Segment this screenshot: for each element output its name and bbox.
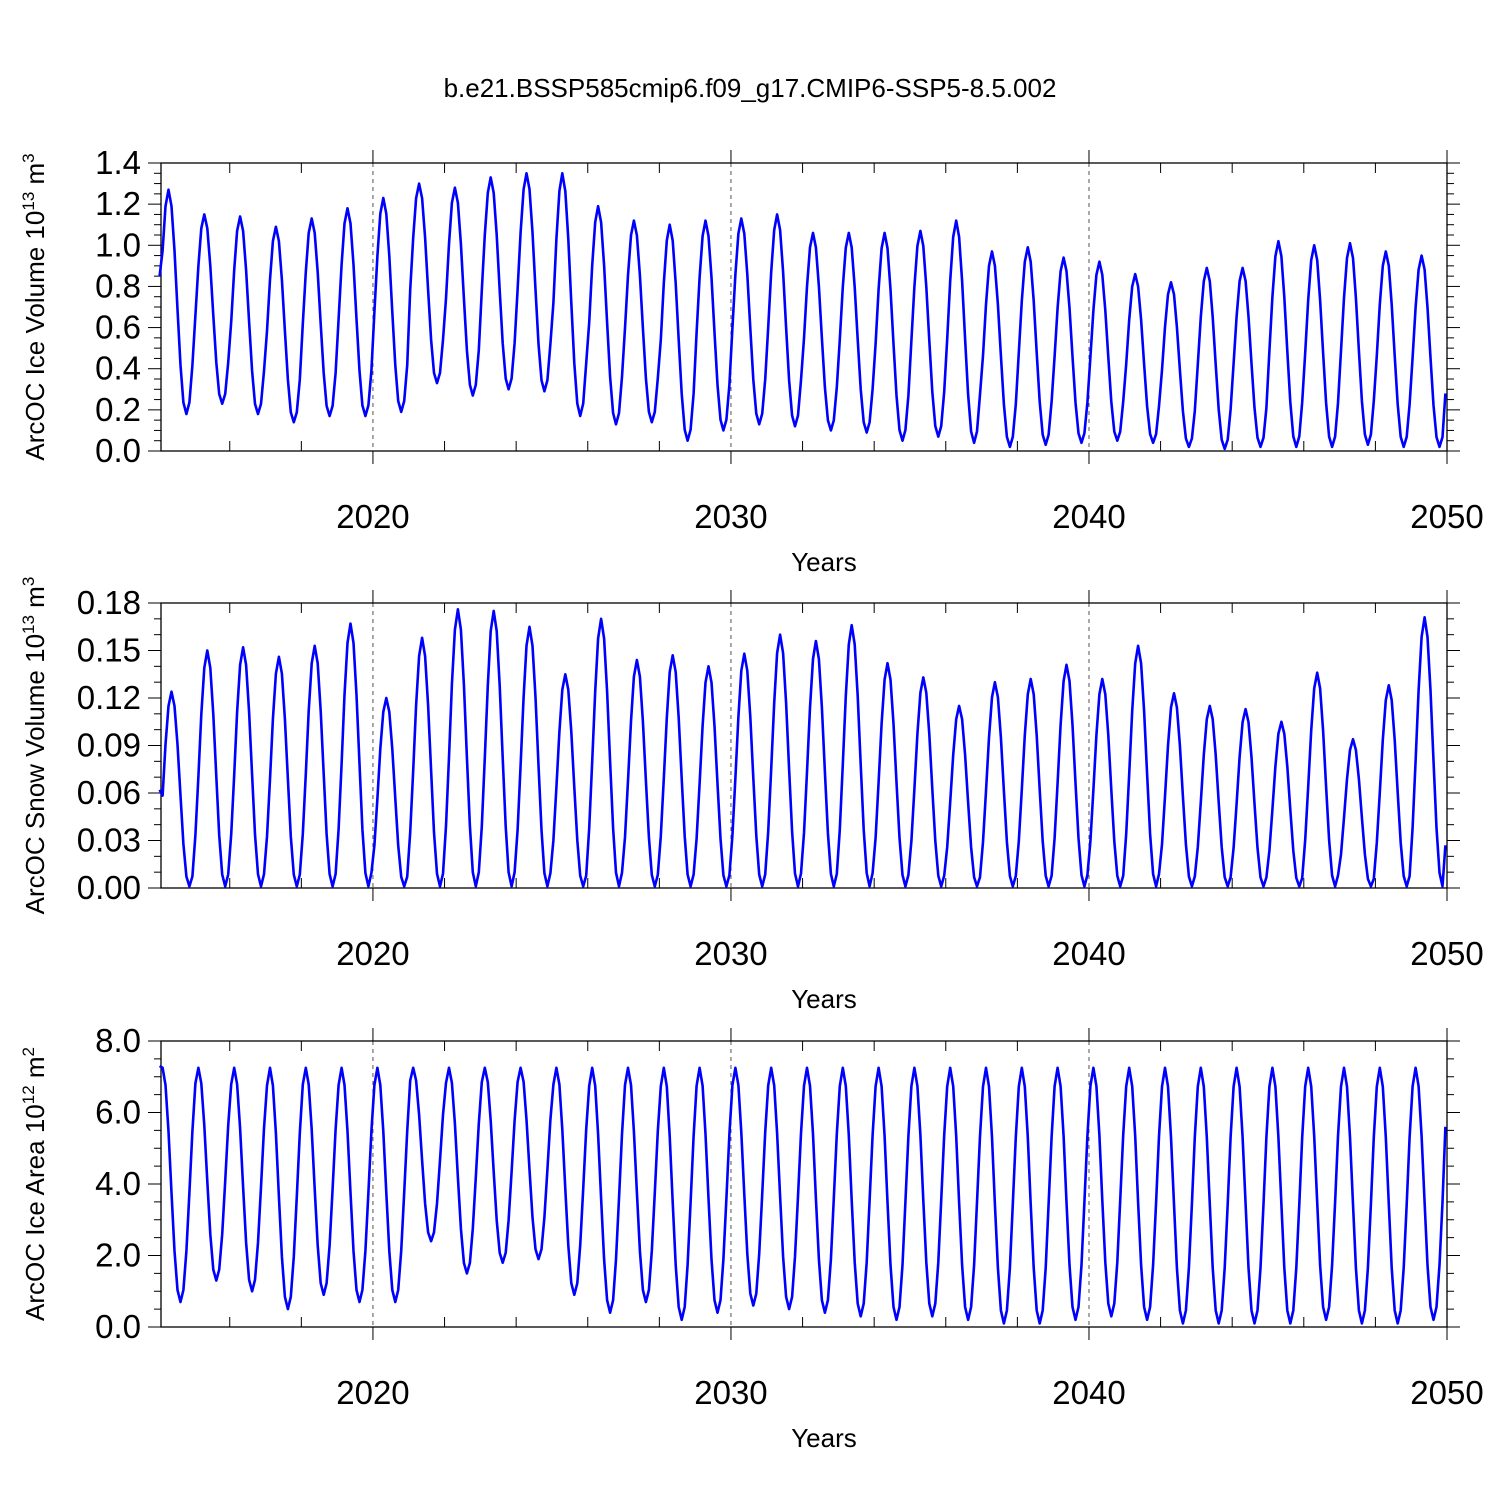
plot-frame	[160, 602, 1448, 889]
y-tick-label: 0.12	[77, 679, 141, 716]
data-series-line	[158, 1064, 1447, 1325]
x-tick-label: 2040	[1052, 1374, 1125, 1411]
x-tick-label: 2050	[1410, 498, 1483, 535]
y-tick-label: 0.09	[77, 727, 141, 764]
y-axis-title: ArcOC Ice Area 1012 m2	[19, 1047, 50, 1321]
y-tick-label: 0.15	[77, 632, 141, 669]
y-tick-label: 0.18	[77, 584, 141, 621]
y-tick-label: 0.6	[95, 309, 141, 346]
x-axis-title: Years	[791, 1423, 857, 1453]
x-tick-label: 2030	[694, 498, 767, 535]
y-tick-label: 0.4	[95, 350, 141, 387]
x-tick-label: 2030	[694, 1374, 767, 1411]
y-tick-label: 1.2	[95, 185, 141, 222]
y-tick-label: 0.2	[95, 391, 141, 428]
y-tick-label: 0.06	[77, 774, 141, 811]
y-tick-label: 1.0	[95, 226, 141, 263]
x-axis-title: Years	[791, 984, 857, 1014]
y-tick-label: 0.0	[95, 1308, 141, 1345]
y-tick-label: 0.00	[77, 869, 141, 906]
ice-volume-panel: 2020 2030 2040 2050 0.0 0.2 0.4 0.6 0.8 1.0 1.2 1.4…	[19, 144, 1484, 577]
x-tick-label: 2040	[1052, 935, 1125, 972]
data-series-line	[158, 608, 1447, 888]
data-series-line	[158, 172, 1447, 451]
x-tick-label: 2040	[1052, 498, 1125, 535]
y-tick-label: 4.0	[95, 1165, 141, 1202]
x-tick-label: 2030	[694, 935, 767, 972]
y-tick-label: 6.0	[95, 1094, 141, 1131]
x-axis-title: Years	[791, 547, 857, 577]
y-tick-label: 0.8	[95, 267, 141, 304]
x-tick-label: 2020	[336, 935, 409, 972]
figure-title: b.e21.BSSP585cmip6.f09_g17.CMIP6-SSP5-8.…	[444, 73, 1057, 103]
y-tick-label: 0.0	[95, 432, 141, 469]
x-tick-label: 2020	[336, 498, 409, 535]
x-tick-label: 2050	[1410, 1374, 1483, 1411]
ice-area-panel: 2020 2030 2040 2050 0.0 2.0 4.0 6.0 8.0 Years ArcO…	[19, 1022, 1484, 1453]
snow-volume-panel: 2020 2030 2040 2050 0.00 0.03 0.06 0.09 0.12 0.15…	[19, 577, 1484, 1014]
y-axis-title: ArcOC Ice Volume 1013 m3	[19, 153, 50, 460]
x-tick-label: 2020	[336, 1374, 409, 1411]
x-tick-label: 2050	[1410, 935, 1483, 972]
y-tick-label: 2.0	[95, 1237, 141, 1274]
plot-frame	[160, 1040, 1448, 1328]
y-tick-label: 0.03	[77, 822, 141, 859]
y-tick-label: 8.0	[95, 1022, 141, 1059]
y-axis-title: ArcOC Snow Volume 1013 m3	[19, 577, 50, 915]
plot-frame	[160, 162, 1448, 452]
y-tick-label: 1.4	[95, 144, 141, 181]
